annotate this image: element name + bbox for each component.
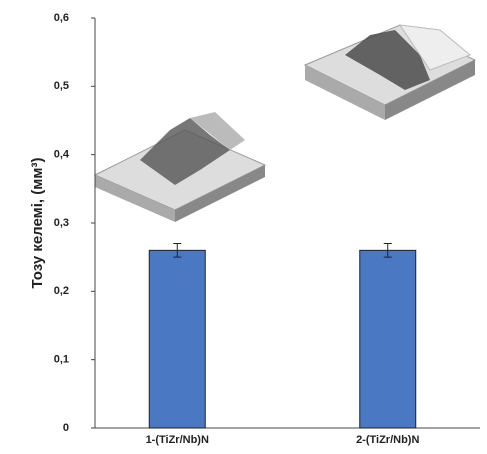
bar: [360, 250, 416, 428]
y-tick-label: 0,4: [54, 149, 70, 161]
y-axis-label: Тозу келемі, (мм³): [29, 158, 46, 289]
y-tick-label: 0,3: [54, 217, 69, 229]
y-tick-label: 0: [63, 422, 69, 434]
bar: [149, 250, 205, 428]
x-tick-label: 2-(TiZr/Nb)N: [356, 434, 419, 446]
chart: Тозу келемі, (мм³) 0 0,1 0,2 0,3 0,4 0,5 0,6 1-…: [0, 0, 487, 454]
x-tick-label: 1-(TiZr/Nb)N: [146, 434, 209, 446]
surface-image-2: [305, 25, 475, 120]
surface-image-1: [95, 112, 265, 222]
y-tick-label: 0,1: [54, 354, 69, 366]
y-tick-label: 0,2: [54, 285, 69, 297]
y-tick-label: 0,6: [54, 12, 69, 24]
y-tick-label: 0,5: [54, 80, 69, 92]
